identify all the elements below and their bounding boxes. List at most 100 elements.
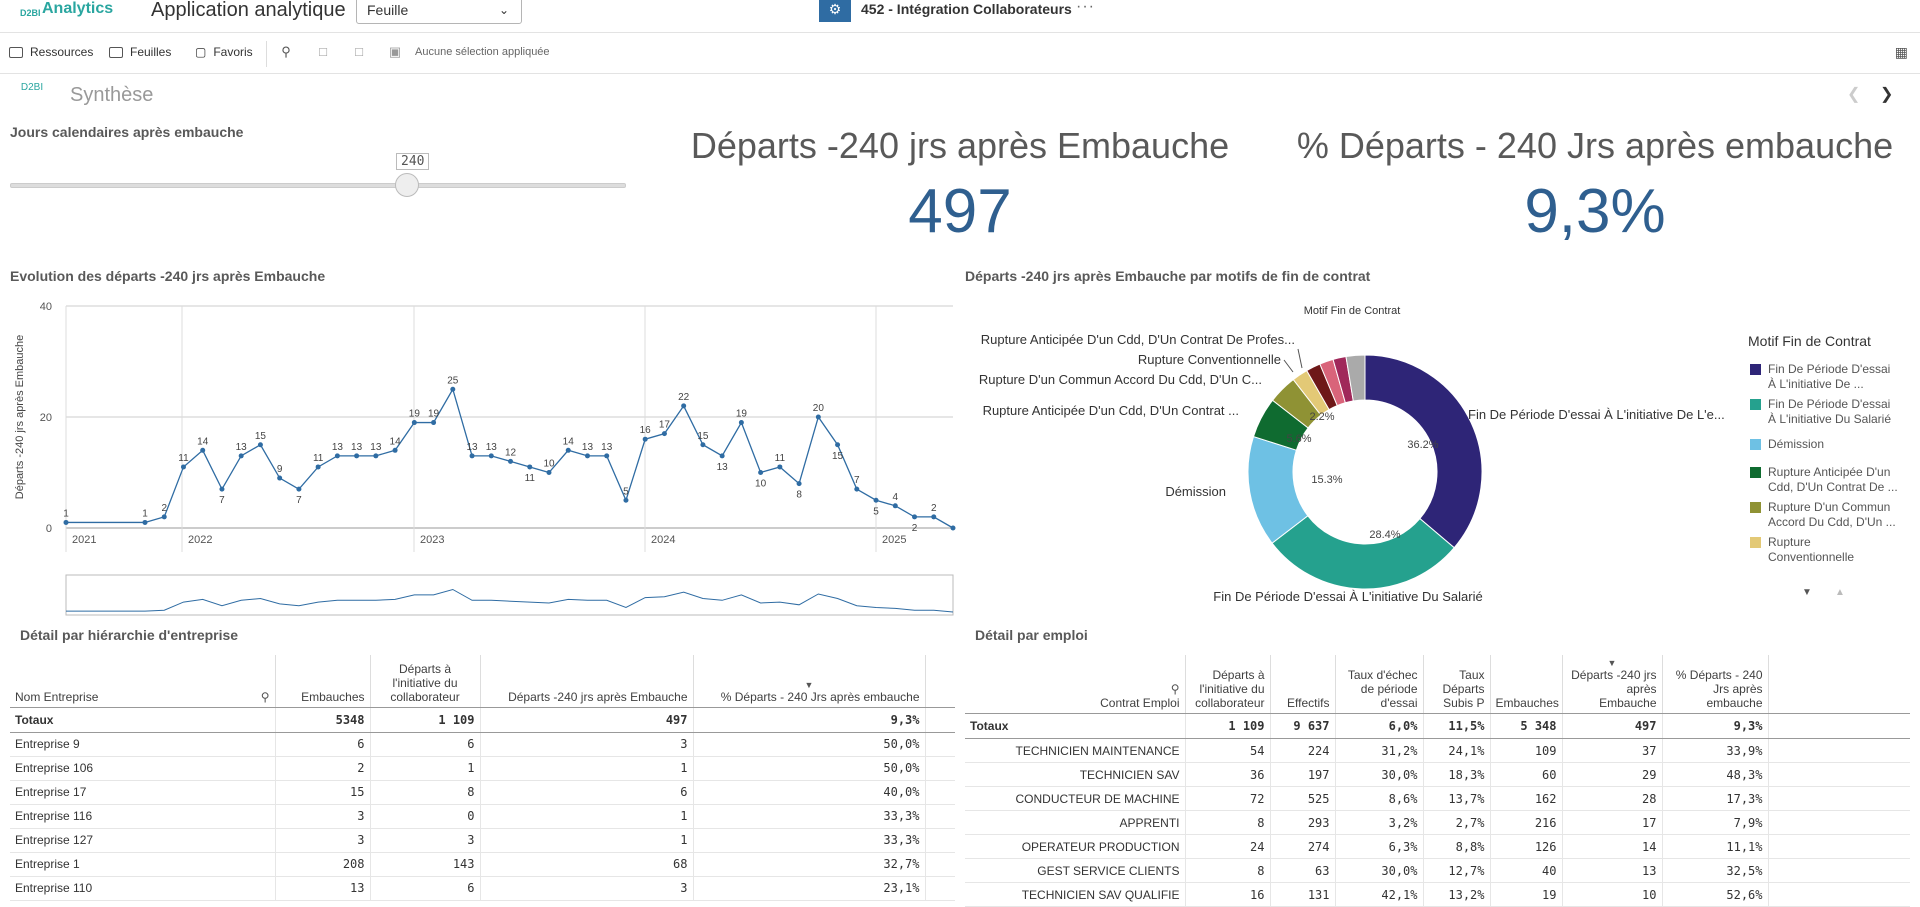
data-label: 17 <box>659 420 671 431</box>
table-cell: 9,3% <box>1662 713 1769 739</box>
col-pct-departs[interactable]: ▼% Départs - 240 Jrs après embauche <box>693 655 926 708</box>
data-point <box>661 431 667 437</box>
col-departs-240[interactable]: Départs -240 jrs après Embauche <box>480 655 694 708</box>
y-tick-label: 40 <box>40 301 52 313</box>
spacer-cell <box>925 707 955 733</box>
data-point <box>642 436 648 442</box>
table-cell: 63 <box>1270 858 1336 883</box>
donut-chart[interactable]: 36.2% 28.4% 15.3% 5.6% 2.2% Fin De Période D'… <box>960 290 1920 610</box>
table-row[interactable]: TECHNICIEN SAV 36 197 30,0% 18,3% 60 29 48,3% <box>965 762 1910 787</box>
table-row[interactable]: TECHNICIEN MAINTENANCE 54 224 31,2% 24,1% 109… <box>965 738 1910 763</box>
step-forward-icon[interactable]: □ <box>355 44 363 59</box>
col-contrat-emploi[interactable]: ⚲ Contrat Emploi <box>965 655 1186 714</box>
table-row[interactable]: Entreprise 110 13 6 3 23,1% <box>10 876 955 901</box>
data-point <box>758 470 764 475</box>
table-cell: 1 109 <box>1185 713 1271 739</box>
slider-handle[interactable] <box>395 173 419 197</box>
table-row[interactable]: Entreprise 9 6 6 3 50,0% <box>10 732 955 757</box>
search-icon[interactable]: ⚲ <box>260 689 270 704</box>
data-label: 20 <box>813 403 825 414</box>
table-cell: 216 <box>1490 810 1563 835</box>
table-cell: 30,0% <box>1335 762 1424 787</box>
table-row[interactable]: Entreprise 116 3 0 1 33,3% <box>10 804 955 829</box>
table-cell: Entreprise 106 <box>10 756 276 781</box>
data-label: 11 <box>525 473 536 484</box>
data-point <box>584 453 590 459</box>
col-departs-240[interactable]: ▼ Départs -240 jrs après Embauche <box>1562 655 1663 714</box>
table-row[interactable]: Entreprise 1 208 143 68 32,7% <box>10 852 955 877</box>
table-row[interactable]: APPRENTI 8 293 3,2% 2,7% 216 17 7,9% <box>965 810 1910 835</box>
kpi-pct-value: 9,3% <box>1524 177 1666 246</box>
previous-sheet-icon[interactable]: ❮ <box>1847 86 1861 103</box>
data-label: 15 <box>832 451 844 462</box>
favoris-button[interactable]: ▢ Favoris <box>195 45 253 59</box>
table-row[interactable]: Entreprise 17 15 8 6 40,0% <box>10 780 955 805</box>
data-point <box>488 453 494 459</box>
app-logo[interactable]: D2BI Analytics <box>20 0 113 18</box>
table-cell: 50,0% <box>693 756 926 781</box>
table-cell: 42,1% <box>1335 882 1424 907</box>
slice-label: 15.3% <box>1311 474 1342 486</box>
col-nom-entreprise[interactable]: ⚲ Nom Entreprise <box>10 655 276 708</box>
table-cell: 1 <box>370 756 481 781</box>
table-cell: Entreprise 17 <box>10 780 276 805</box>
table-row[interactable]: GEST SERVICE CLIENTS 8 63 30,0% 12,7% 40 13 32,… <box>965 858 1910 883</box>
sheet-dropdown-value: Feuille <box>367 2 409 18</box>
col-departs-initiative[interactable]: Départs à l'initiative du collaborateur <box>370 655 481 708</box>
slider-track[interactable] <box>10 183 626 188</box>
table-row[interactable]: CONDUCTEUR DE MACHINE 72 525 8,6% 13,7% 162 28… <box>965 786 1910 811</box>
ressources-button[interactable]: Ressources <box>9 45 93 59</box>
toolbar: Ressources Feuilles ▢ Favoris ⚲ □ □ ▣ Auc… <box>0 33 1920 74</box>
table-row[interactable]: Entreprise 127 3 3 1 33,3% <box>10 828 955 853</box>
data-label: 19 <box>736 409 748 420</box>
feuilles-button[interactable]: Feuilles <box>109 45 171 59</box>
totals-row[interactable]: Totaux 1 109 9 637 6,0% 11,5% 5 348 497 9,3% <box>965 713 1910 739</box>
totals-row[interactable]: Totaux 5348 1 109 497 9,3% <box>10 707 955 733</box>
table-cell: 13 <box>275 876 371 901</box>
data-label: 22 <box>678 392 690 403</box>
legend-swatch <box>1750 502 1761 513</box>
data-point <box>469 453 475 459</box>
table-cell: 50,0% <box>693 732 926 757</box>
table-cell: OPERATEUR PRODUCTION <box>965 834 1186 859</box>
more-options-icon[interactable]: ··· <box>1076 0 1095 15</box>
smart-search-icon[interactable]: ⚲ <box>281 44 291 59</box>
line-chart-title: Evolution des départs -240 jrs après Emb… <box>10 268 326 284</box>
col-effectifs[interactable]: Effectifs <box>1270 655 1336 714</box>
story-title[interactable]: 452 - Intégration Collaborateurs <box>861 1 1072 17</box>
table-cell: CONDUCTEUR DE MACHINE <box>965 786 1186 811</box>
table-cell: 3,2% <box>1335 810 1424 835</box>
search-icon[interactable]: ⚲ <box>1170 682 1180 696</box>
col-taux-departs-subis[interactable]: Taux Départs Subis P <box>1423 655 1491 714</box>
sheet-dropdown[interactable]: Feuille ⌄ <box>356 0 522 24</box>
sort-desc-icon: ▼ <box>804 679 814 690</box>
clear-selections-icon[interactable]: ▣ <box>388 44 402 59</box>
col-embauches[interactable]: Embauches <box>275 655 371 708</box>
spacer-cell <box>1768 834 1910 859</box>
col-pct-departs[interactable]: % Départs - 240 Jrs après embauche <box>1662 655 1769 714</box>
grid-icon[interactable]: ▦ <box>1894 44 1908 60</box>
data-label: 13 <box>351 442 363 453</box>
step-back-icon[interactable]: □ <box>319 44 327 59</box>
table-cell: 30,0% <box>1335 858 1424 883</box>
table-cell: 17 <box>1562 810 1663 835</box>
table-row[interactable]: TECHNICIEN SAV QUALIFIE 16 131 42,1% 13,2% 19… <box>965 882 1910 907</box>
col-taux-echec[interactable]: Taux d'échec de période d'essai <box>1335 655 1424 714</box>
data-point <box>738 420 744 426</box>
spacer-cell <box>1768 810 1910 835</box>
data-point <box>257 442 263 448</box>
job-table: ⚲ Contrat Emploi Départs à l'initiative d… <box>965 655 1910 907</box>
col-departs-initiative[interactable]: Départs à l'initiative du collaborateur <box>1185 655 1271 714</box>
story-icon[interactable]: ⚙ <box>819 0 851 22</box>
data-point <box>815 414 821 420</box>
table-cell: 68 <box>480 852 694 877</box>
data-point <box>411 420 417 426</box>
legend-scroll-down-icon: ▼ <box>1802 587 1812 598</box>
col-embauches[interactable]: Embauches <box>1490 655 1563 714</box>
table-row[interactable]: OPERATEUR PRODUCTION 24 274 6,3% 8,8% 126 14 11… <box>965 834 1910 859</box>
table-cell: 2 <box>275 756 371 781</box>
table-row[interactable]: Entreprise 106 2 1 1 50,0% <box>10 756 955 781</box>
spacer-cell <box>1768 882 1910 907</box>
next-sheet-icon[interactable]: ❯ <box>1880 86 1894 103</box>
